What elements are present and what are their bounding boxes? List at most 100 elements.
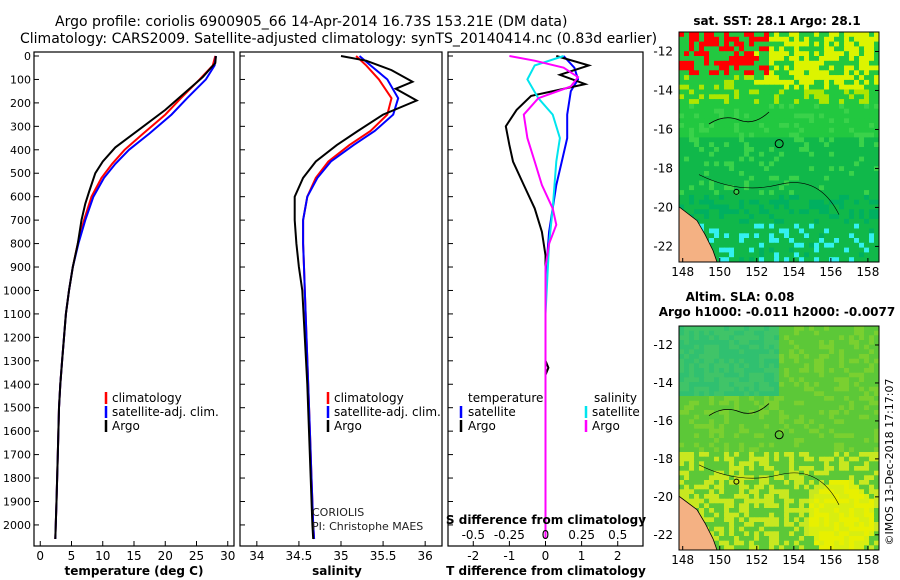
map-cell [749, 60, 755, 67]
map-cell [744, 65, 750, 71]
map-cell [809, 113, 815, 119]
map-cell [854, 209, 860, 215]
map-cell [734, 480, 740, 486]
map-cell [849, 32, 855, 38]
map-cell [799, 522, 805, 528]
map-cell [869, 517, 875, 523]
map-cell [739, 79, 745, 86]
map-cell [714, 166, 720, 172]
map-cell [739, 433, 745, 439]
map-cell [764, 438, 770, 444]
map-cell [754, 108, 760, 115]
map-cell [799, 151, 805, 158]
map-cell [749, 190, 755, 196]
map-cell [844, 354, 850, 360]
map-cell [824, 185, 830, 191]
map-cell [819, 484, 825, 490]
map-cell [774, 99, 780, 105]
map-cell [829, 512, 835, 518]
map-cell [744, 233, 750, 239]
map-cell [774, 60, 780, 67]
map-cell [854, 242, 860, 249]
map-cell [689, 475, 695, 481]
series-line-satellite-adj-clim- [302, 55, 400, 540]
map-cell [799, 405, 805, 411]
map-cell [804, 233, 810, 239]
map-cell [774, 204, 780, 210]
map-frame [678, 31, 880, 263]
map-cell [869, 480, 875, 486]
map-cell [749, 103, 755, 110]
map-cell [814, 335, 820, 341]
map-cell [759, 340, 765, 346]
map-cell [734, 419, 740, 425]
map-cell [754, 166, 760, 172]
map-cell [724, 238, 730, 244]
map-cell [779, 175, 785, 182]
map-cell [739, 363, 745, 369]
map-cell [874, 242, 879, 249]
map-cell [709, 503, 715, 509]
map-cell [814, 99, 820, 105]
map-cell [799, 223, 805, 230]
map-cell [804, 171, 810, 177]
map-cell [739, 132, 745, 138]
map-cell [779, 56, 785, 62]
map-cell [784, 228, 790, 234]
map-cell [724, 428, 730, 434]
map-cell [874, 545, 879, 550]
map-cell [769, 363, 775, 369]
map-cell [759, 190, 765, 196]
map-cell [804, 517, 810, 523]
map-cell [769, 151, 775, 158]
map-cell [739, 400, 745, 406]
map-cell [844, 466, 850, 472]
map-cell [874, 358, 879, 364]
map-cell [744, 424, 750, 430]
map-cell [694, 89, 700, 95]
map-cell [739, 156, 745, 162]
depth-tick-label: 900 [10, 261, 31, 274]
map-cell [779, 391, 785, 397]
map-cell [799, 84, 805, 91]
map-cell [789, 428, 795, 434]
map-cell [864, 540, 870, 546]
map-cell [684, 372, 690, 378]
map-cell [704, 377, 710, 383]
map-cell [714, 545, 720, 550]
map-cell [724, 344, 730, 350]
map-cell [799, 526, 805, 532]
legend-s-argo: Argo [592, 419, 620, 433]
map-cell [844, 531, 850, 537]
map-cell [859, 461, 865, 467]
island-marker [733, 188, 740, 195]
map-cell [789, 442, 795, 448]
map-cell [689, 414, 695, 420]
map-x-tick-label: 158 [856, 553, 879, 567]
map-cell [864, 400, 870, 406]
map-cell [689, 147, 695, 153]
map-cell [854, 70, 860, 76]
map-cell [799, 372, 805, 378]
map-cell [709, 498, 715, 504]
map-cell [709, 65, 715, 71]
map-cell [714, 103, 720, 110]
map-cell [799, 175, 805, 182]
map-cell [799, 113, 805, 119]
map-cell [734, 503, 740, 509]
map-cell [804, 508, 810, 514]
map-cell [784, 484, 790, 490]
map-cell [864, 156, 870, 162]
map-cell [839, 161, 845, 167]
map-cell [859, 489, 865, 495]
map-cell [834, 190, 840, 196]
map-cell [749, 127, 755, 134]
map-cell [729, 438, 735, 444]
map-cell [794, 526, 800, 532]
map-cell [734, 377, 740, 383]
map-cell [779, 503, 785, 509]
map-cell [719, 349, 725, 355]
map-cell [719, 118, 725, 124]
map-cell [839, 512, 845, 518]
map-cell [744, 340, 750, 346]
